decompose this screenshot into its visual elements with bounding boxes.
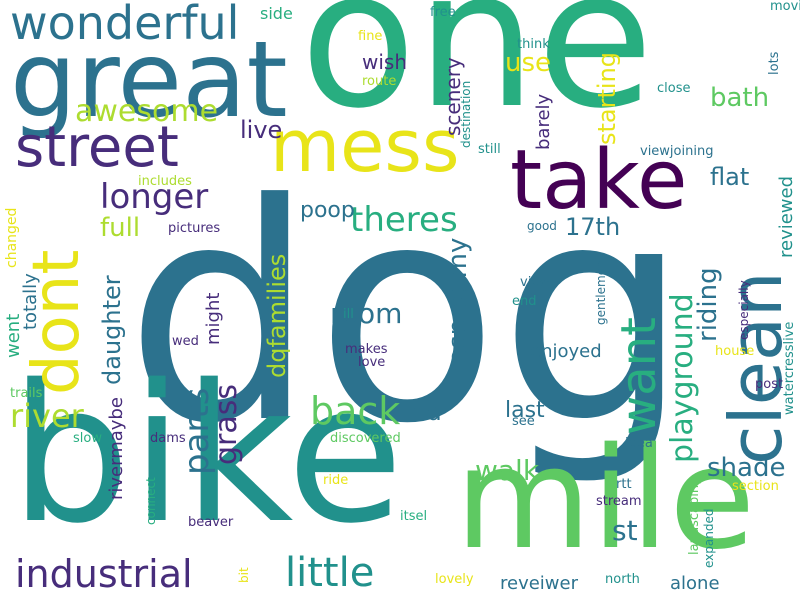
word-stream: stream bbox=[596, 494, 642, 509]
word-wonderful: wonderful bbox=[10, 0, 240, 50]
word-dqfamilies: dqfamilies bbox=[263, 253, 291, 378]
word-think: think bbox=[517, 37, 550, 52]
word-ride: ride bbox=[323, 473, 349, 488]
word-connect: connect bbox=[144, 477, 158, 525]
word-free: free bbox=[430, 5, 456, 20]
word-rivermaybe: rivermaybe bbox=[106, 397, 127, 500]
word-makes: makes bbox=[345, 342, 388, 357]
word-bike: bike bbox=[10, 344, 404, 565]
word-north: north bbox=[605, 572, 640, 587]
word-watercresslive: watercresslive bbox=[782, 321, 797, 415]
word-good: good bbox=[527, 219, 557, 233]
word-destination: destination bbox=[459, 80, 473, 148]
word-rtt: rtt bbox=[616, 477, 632, 492]
word-shade: shade bbox=[707, 453, 786, 483]
word-use: use bbox=[505, 48, 552, 78]
word-grass: grass bbox=[209, 383, 244, 465]
word-respectmy: respectmy bbox=[443, 237, 473, 375]
word-fine: fine bbox=[358, 29, 383, 44]
word-lovely: lovely bbox=[435, 572, 474, 587]
word-alone: alone bbox=[670, 573, 720, 594]
word-wed: wed bbox=[172, 334, 199, 349]
word-take: take bbox=[510, 133, 688, 228]
word-might: might bbox=[203, 292, 224, 345]
word-poop: poop bbox=[300, 198, 355, 223]
word-dams: dams bbox=[150, 431, 186, 446]
word-full: full bbox=[100, 213, 141, 243]
word-st: st bbox=[612, 514, 638, 547]
word-close: close bbox=[657, 81, 691, 96]
word-dog: dog bbox=[125, 140, 690, 489]
word-includes: includes bbox=[138, 174, 192, 189]
word-awesome: awesome bbox=[75, 94, 219, 129]
word-theres: theres bbox=[350, 200, 458, 240]
word-slow: slow bbox=[73, 431, 102, 446]
word-walk: walk bbox=[475, 454, 540, 487]
word-great: great bbox=[10, 19, 288, 141]
word-lots: lots bbox=[767, 51, 782, 75]
word-little: little bbox=[285, 550, 375, 596]
word-barely: barely bbox=[533, 93, 554, 150]
word-street: street bbox=[15, 115, 179, 180]
word-mess: mess bbox=[270, 104, 460, 188]
word-end: end bbox=[512, 294, 537, 309]
word-last: last bbox=[505, 398, 545, 423]
word-especially: especially bbox=[737, 280, 751, 340]
word-section: section bbox=[732, 479, 779, 494]
word-longer: longer bbox=[100, 177, 209, 217]
word-17th: 17th bbox=[565, 213, 621, 241]
word-flat: flat bbox=[710, 163, 750, 191]
word-bath: bath bbox=[710, 83, 770, 113]
word-pictures: pictures bbox=[168, 221, 221, 236]
word-changed: changed bbox=[4, 207, 20, 268]
word-reviewed: reviewed bbox=[776, 175, 797, 258]
word-still: still bbox=[478, 142, 501, 157]
word-want: want bbox=[611, 317, 667, 435]
word-house: house bbox=[715, 344, 755, 359]
word-love: love bbox=[358, 355, 386, 370]
word-bit: bit bbox=[237, 567, 251, 583]
word-river: river bbox=[10, 397, 84, 435]
word-industrial: industrial bbox=[15, 552, 193, 596]
word-post: post bbox=[755, 377, 784, 392]
word-rid: rid bbox=[410, 398, 442, 426]
word-see: see bbox=[512, 414, 535, 429]
word-live: live bbox=[240, 116, 283, 144]
word-gentlemen: gentlemen bbox=[594, 260, 608, 325]
word-room: room bbox=[330, 297, 403, 330]
word-totally: totally bbox=[20, 273, 41, 330]
word-side: side bbox=[260, 4, 293, 23]
word-discovered: discovered bbox=[330, 431, 401, 446]
word-beaver: beaver bbox=[188, 515, 234, 530]
word-reveiwer: reveiwer bbox=[500, 573, 579, 594]
word-moving: moving bbox=[770, 0, 800, 14]
word-enjoyed: enjoyed bbox=[530, 341, 602, 362]
word-view: view bbox=[520, 275, 550, 290]
word-back: back bbox=[310, 389, 401, 433]
word-starting: starting bbox=[593, 51, 621, 145]
word-mile: mile bbox=[455, 418, 756, 581]
word-viewjoining: viewjoining bbox=[640, 144, 714, 159]
word-idea: idea bbox=[625, 436, 653, 451]
word-landscaping: landscaping bbox=[687, 476, 702, 555]
word-ill: ill bbox=[343, 307, 354, 322]
word-one: one bbox=[300, 0, 654, 150]
word-itsel: itsel bbox=[400, 509, 428, 524]
word-daughter: daughter bbox=[98, 275, 126, 385]
word-expanded: expanded bbox=[702, 508, 716, 568]
word-riding: riding bbox=[693, 267, 723, 342]
word-trails: trails bbox=[10, 386, 43, 401]
word-wish: wish bbox=[362, 50, 408, 74]
word-route: route bbox=[362, 74, 397, 89]
